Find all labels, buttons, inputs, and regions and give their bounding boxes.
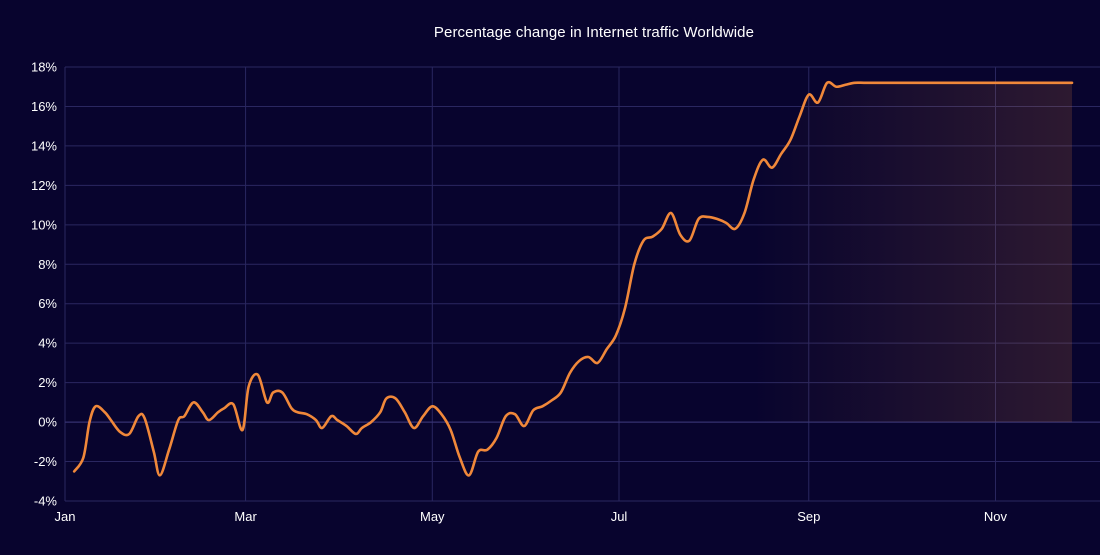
y-tick-label: 6% bbox=[38, 296, 57, 311]
y-tick-label: 14% bbox=[31, 138, 57, 153]
x-tick-label: Mar bbox=[234, 509, 257, 524]
x-tick-label: Nov bbox=[984, 509, 1008, 524]
y-tick-label: 0% bbox=[38, 415, 57, 430]
y-tick-label: 12% bbox=[31, 178, 57, 193]
y-tick-label: -2% bbox=[34, 454, 58, 469]
y-tick-label: 16% bbox=[31, 99, 57, 114]
x-axis-ticks: Jan Mar May Jul Sep Nov bbox=[55, 509, 1008, 524]
series-line bbox=[72, 80, 1074, 477]
y-tick-label: 10% bbox=[31, 217, 57, 232]
y-tick-label: 4% bbox=[38, 336, 57, 351]
series-area bbox=[74, 82, 1073, 476]
x-tick-label: Sep bbox=[797, 509, 820, 524]
chart-title: Percentage change in Internet traffic Wo… bbox=[433, 24, 755, 41]
x-tick-label: Jul bbox=[611, 509, 628, 524]
x-tick-label: May bbox=[420, 509, 445, 524]
y-tick-label: 8% bbox=[38, 257, 57, 272]
series-line-path bbox=[72, 80, 1074, 477]
y-tick-label: -4% bbox=[34, 494, 58, 509]
series-area-fill bbox=[74, 82, 1073, 476]
x-tick-label: Jan bbox=[55, 509, 76, 524]
y-tick-label: 18% bbox=[31, 60, 57, 75]
y-axis-ticks: -4% -2% 0% 2% 4% 6% 8% 10% 12% 14% 16% 18% bbox=[31, 60, 57, 509]
y-tick-label: 2% bbox=[38, 375, 57, 390]
